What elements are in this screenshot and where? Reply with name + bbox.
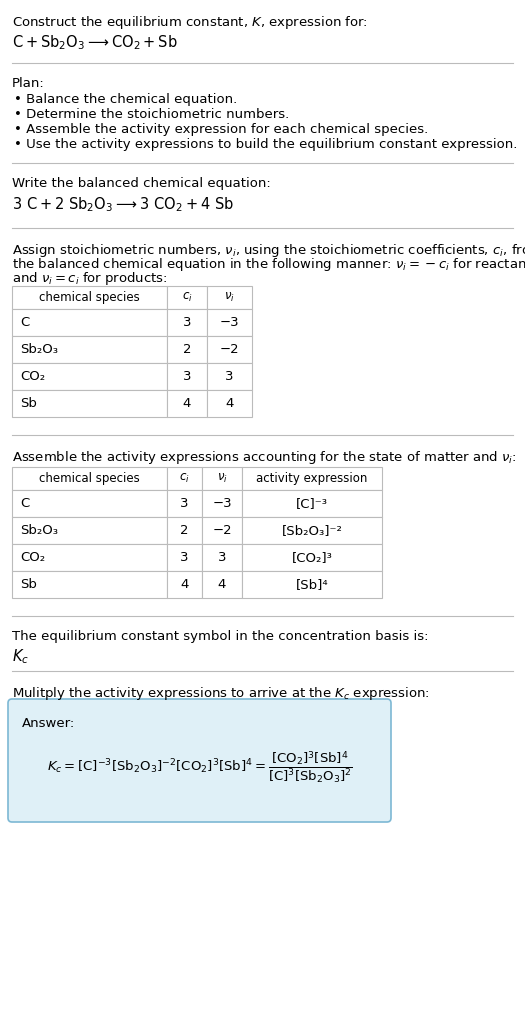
Text: the balanced chemical equation in the following manner: $\nu_i = -c_i$ for react: the balanced chemical equation in the fo… <box>12 256 525 273</box>
Bar <box>167 467 202 490</box>
Bar <box>12 363 167 390</box>
Bar <box>207 286 252 309</box>
Text: 4: 4 <box>183 397 191 410</box>
Bar <box>202 517 242 544</box>
Text: $\nu_i$: $\nu_i$ <box>224 291 235 304</box>
Text: chemical species: chemical species <box>39 291 140 304</box>
Bar <box>207 390 252 417</box>
Bar <box>12 336 167 363</box>
Bar <box>12 309 167 336</box>
Text: $K_c = [\mathrm{C}]^{-3}[\mathrm{Sb_2O_3}]^{-2}[\mathrm{CO_2}]^3[\mathrm{Sb}]^4 : $K_c = [\mathrm{C}]^{-3}[\mathrm{Sb_2O_3… <box>47 750 352 786</box>
Text: −2: −2 <box>212 524 232 537</box>
Text: Assign stoichiometric numbers, $\nu_i$, using the stoichiometric coefficients, $: Assign stoichiometric numbers, $\nu_i$, … <box>12 242 525 259</box>
Text: $c_i$: $c_i$ <box>179 472 190 485</box>
Text: $\nu_i$: $\nu_i$ <box>217 472 227 485</box>
Bar <box>12 467 167 490</box>
Text: 3: 3 <box>183 370 191 383</box>
Text: Construct the equilibrium constant, $K$, expression for:: Construct the equilibrium constant, $K$,… <box>12 14 368 31</box>
Text: Sb₂O₃: Sb₂O₃ <box>20 524 58 537</box>
Text: Sb: Sb <box>20 578 37 591</box>
Text: $\mathrm{C + Sb_2O_3 \longrightarrow CO_2 + Sb}$: $\mathrm{C + Sb_2O_3 \longrightarrow CO_… <box>12 33 178 52</box>
Bar <box>167 309 207 336</box>
Text: $K_c$: $K_c$ <box>12 647 29 666</box>
Bar <box>167 490 202 517</box>
Bar <box>242 517 382 544</box>
Text: [CO₂]³: [CO₂]³ <box>291 551 332 564</box>
Bar <box>167 544 202 571</box>
Bar <box>167 390 207 417</box>
Bar <box>12 517 167 544</box>
Text: 3: 3 <box>183 316 191 329</box>
Text: Write the balanced chemical equation:: Write the balanced chemical equation: <box>12 177 271 190</box>
Text: 3: 3 <box>225 370 234 383</box>
Bar <box>202 490 242 517</box>
Text: Answer:: Answer: <box>22 717 75 730</box>
Text: 4: 4 <box>218 578 226 591</box>
Bar <box>12 286 167 309</box>
Text: Plan:: Plan: <box>12 77 45 90</box>
Text: • Assemble the activity expression for each chemical species.: • Assemble the activity expression for e… <box>14 123 428 136</box>
Bar <box>167 517 202 544</box>
Bar <box>167 286 207 309</box>
Text: activity expression: activity expression <box>256 472 368 485</box>
Bar <box>202 571 242 598</box>
Text: chemical species: chemical species <box>39 472 140 485</box>
Text: • Balance the chemical equation.: • Balance the chemical equation. <box>14 93 237 106</box>
Text: The equilibrium constant symbol in the concentration basis is:: The equilibrium constant symbol in the c… <box>12 630 428 643</box>
Text: Sb: Sb <box>20 397 37 410</box>
Bar <box>12 544 167 571</box>
Bar <box>202 544 242 571</box>
Text: • Determine the stoichiometric numbers.: • Determine the stoichiometric numbers. <box>14 108 289 121</box>
Text: −3: −3 <box>219 316 239 329</box>
Bar <box>12 390 167 417</box>
Bar <box>167 363 207 390</box>
Bar <box>242 467 382 490</box>
Text: −2: −2 <box>219 343 239 356</box>
Text: • Use the activity expressions to build the equilibrium constant expression.: • Use the activity expressions to build … <box>14 138 517 152</box>
Text: 2: 2 <box>183 343 191 356</box>
Text: CO₂: CO₂ <box>20 370 45 383</box>
Text: 3: 3 <box>218 551 226 564</box>
Text: Mulitply the activity expressions to arrive at the $K_c$ expression:: Mulitply the activity expressions to arr… <box>12 685 430 702</box>
Bar <box>242 571 382 598</box>
Text: 2: 2 <box>180 524 189 537</box>
Bar <box>242 490 382 517</box>
Text: Sb₂O₃: Sb₂O₃ <box>20 343 58 356</box>
Bar <box>207 309 252 336</box>
Text: [C]⁻³: [C]⁻³ <box>296 497 328 510</box>
FancyBboxPatch shape <box>8 699 391 822</box>
Text: 4: 4 <box>180 578 188 591</box>
Bar <box>167 571 202 598</box>
Bar <box>242 544 382 571</box>
Text: 3: 3 <box>180 551 189 564</box>
Bar <box>202 467 242 490</box>
Bar <box>207 363 252 390</box>
Text: 3: 3 <box>180 497 189 510</box>
Text: C: C <box>20 497 29 510</box>
Bar <box>207 336 252 363</box>
Text: CO₂: CO₂ <box>20 551 45 564</box>
Bar <box>12 571 167 598</box>
Bar <box>167 336 207 363</box>
Text: $\mathrm{3\ C + 2\ Sb_2O_3 \longrightarrow 3\ CO_2 + 4\ Sb}$: $\mathrm{3\ C + 2\ Sb_2O_3 \longrightarr… <box>12 195 234 214</box>
Text: Assemble the activity expressions accounting for the state of matter and $\nu_i$: Assemble the activity expressions accoun… <box>12 449 517 466</box>
Text: and $\nu_i = c_i$ for products:: and $\nu_i = c_i$ for products: <box>12 270 167 287</box>
Text: 4: 4 <box>225 397 234 410</box>
Text: −3: −3 <box>212 497 232 510</box>
Text: $c_i$: $c_i$ <box>182 291 192 304</box>
Text: [Sb]⁴: [Sb]⁴ <box>296 578 328 591</box>
Text: [Sb₂O₃]⁻²: [Sb₂O₃]⁻² <box>281 524 342 537</box>
Text: C: C <box>20 316 29 329</box>
Bar <box>12 490 167 517</box>
